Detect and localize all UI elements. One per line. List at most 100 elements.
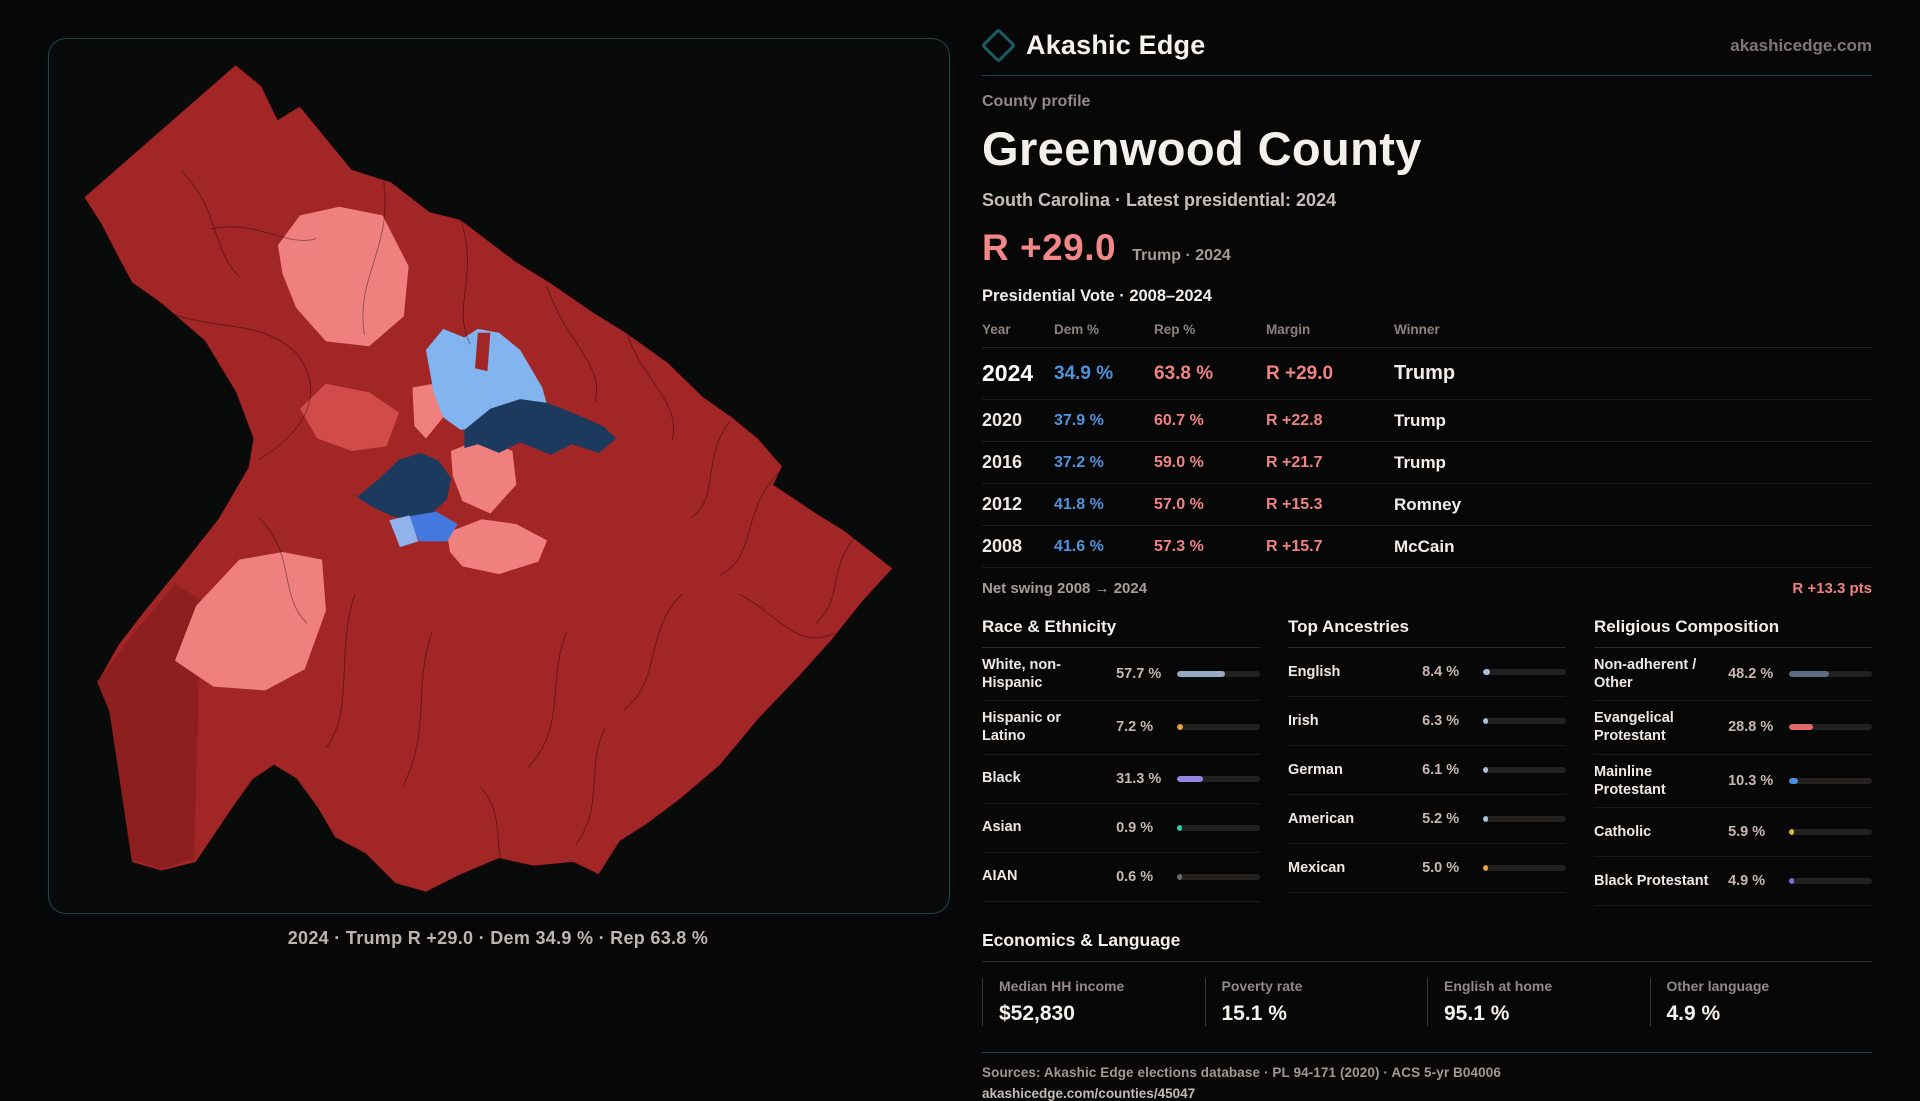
diamond-icon bbox=[980, 27, 1017, 64]
page-title: Greenwood County bbox=[982, 122, 1422, 175]
footer: Sources: Akashic Edge elections database… bbox=[982, 1051, 1872, 1101]
cell-year: 2012 bbox=[982, 494, 1023, 514]
headline-margin-note: Trump · 2024 bbox=[1132, 247, 1231, 264]
section-title: Religious Composition bbox=[1594, 617, 1872, 648]
stat-value: 7.2 % bbox=[1116, 719, 1154, 736]
cell-year: 2016 bbox=[982, 452, 1023, 472]
stat-value: 6.1 % bbox=[1422, 762, 1460, 778]
vote-row-2020: 2020 37.9 % 60.7 % R +22.8 Trump bbox=[982, 400, 1872, 442]
stat-bar bbox=[1789, 724, 1872, 731]
stat-value: 5.2 % bbox=[1422, 811, 1460, 827]
cell-winner: Trump bbox=[1394, 362, 1456, 384]
precinct-deep-red bbox=[97, 583, 201, 870]
stat-row: AIAN 0.6 % bbox=[982, 853, 1260, 902]
stat-row: English 8.4 % bbox=[1288, 648, 1566, 697]
stat-row: Irish 6.3 % bbox=[1288, 697, 1566, 746]
stat-bar-fill bbox=[1483, 718, 1489, 724]
econ-stat-label: Median HH income bbox=[999, 977, 1125, 994]
stat-label: English bbox=[1288, 663, 1341, 680]
econ-stat: Median HH income $52,830 bbox=[982, 977, 1205, 1026]
stat-label: Evangelical Protestant bbox=[1594, 710, 1674, 745]
net-swing-value: R +13.3 pts bbox=[1792, 580, 1872, 597]
cell-dem: 41.6 % bbox=[1054, 537, 1104, 555]
stat-row: Evangelical Protestant 28.8 % bbox=[1594, 701, 1872, 755]
stat-bar bbox=[1177, 775, 1260, 782]
stat-bar-fill bbox=[1483, 816, 1489, 822]
cell-year: 2020 bbox=[982, 410, 1023, 430]
cell-rep: 57.0 % bbox=[1154, 495, 1204, 513]
brand-name: Akashic Edge bbox=[1026, 30, 1206, 60]
cell-margin: R +15.3 bbox=[1266, 495, 1323, 513]
site-link[interactable]: akashicedge.com bbox=[1730, 35, 1872, 55]
stat-value: 48.2 % bbox=[1728, 666, 1774, 683]
precinct-blue bbox=[408, 511, 458, 542]
stat-row: Mainline Protestant 10.3 % bbox=[1594, 755, 1872, 808]
econ-stat-label: Other language bbox=[1666, 977, 1770, 994]
precinct-light-red bbox=[447, 519, 548, 575]
stat-bar bbox=[1483, 718, 1566, 724]
stat-bar-fill bbox=[1789, 671, 1830, 678]
cell-margin: R +22.8 bbox=[1266, 411, 1323, 429]
precinct-light-red bbox=[277, 206, 409, 347]
stat-label: Black bbox=[982, 770, 1021, 787]
stat-row: Hispanic or Latino 7.2 % bbox=[982, 701, 1260, 755]
cell-rep: 59.0 % bbox=[1154, 453, 1204, 471]
cell-dem: 37.9 % bbox=[1054, 411, 1104, 429]
map-caption: 2024 · Trump R +29.0 · Dem 34.9 % · Rep … bbox=[287, 928, 709, 948]
precinct-light-red bbox=[450, 438, 517, 514]
stat-bar bbox=[1483, 816, 1566, 822]
stat-bar-fill bbox=[1177, 873, 1183, 880]
stat-bar bbox=[1789, 671, 1872, 678]
stat-value: 28.8 % bbox=[1728, 719, 1774, 736]
stat-row: American 5.2 % bbox=[1288, 795, 1566, 844]
cell-rep: 60.7 % bbox=[1154, 411, 1204, 429]
stat-value: 4.9 % bbox=[1728, 872, 1766, 889]
stat-row: Non-adherent / Other 48.2 % bbox=[1594, 648, 1872, 702]
precinct-boundaries bbox=[152, 170, 856, 874]
vote-row-2008: 2008 41.6 % 57.3 % R +15.7 McCain bbox=[982, 526, 1872, 568]
stat-bar-fill bbox=[1483, 669, 1491, 675]
econ-stat-value: 4.9 % bbox=[1666, 1001, 1721, 1025]
stat-bar-fill bbox=[1177, 671, 1225, 678]
cell-rep: 57.3 % bbox=[1154, 537, 1204, 555]
stat-row: Mexican 5.0 % bbox=[1288, 844, 1566, 893]
precinct-notch bbox=[474, 332, 491, 372]
stat-value: 8.4 % bbox=[1422, 664, 1460, 680]
stat-label: Asian bbox=[982, 819, 1022, 836]
net-swing-label: Net swing 2008 → 2024 bbox=[982, 580, 1148, 597]
econ-stat: Poverty rate 15.1 % bbox=[1204, 977, 1428, 1026]
econ-stat: English at home 95.1 % bbox=[1427, 977, 1650, 1026]
stat-bar bbox=[1177, 824, 1260, 831]
app-header: Akashic Edge akashicedge.com bbox=[980, 27, 1872, 76]
vote-table-header: Year Dem % Rep % Margin Winner bbox=[982, 316, 1872, 348]
section-religious-composition: Religious Composition Non-adherent / Othe… bbox=[1594, 617, 1872, 906]
stat-bar-fill bbox=[1177, 824, 1183, 831]
econ-stat-value: $52,830 bbox=[999, 1001, 1075, 1025]
stat-row: White, non-Hispanic 57.7 % bbox=[982, 648, 1260, 702]
stat-label: White, non-Hispanic bbox=[982, 657, 1061, 692]
stat-label: Black Protestant bbox=[1594, 872, 1709, 889]
col-margin: Margin bbox=[1266, 322, 1311, 337]
kicker: County profile bbox=[982, 93, 1091, 110]
vote-table-title: Presidential Vote · 2008–2024 bbox=[982, 287, 1212, 305]
stat-bar bbox=[1483, 767, 1566, 773]
stat-bar bbox=[1483, 865, 1566, 871]
page-subtitle: South Carolina · Latest presidential: 20… bbox=[982, 190, 1337, 210]
stat-row: German 6.1 % bbox=[1288, 746, 1566, 795]
precinct-navy bbox=[464, 399, 617, 455]
stat-value: 31.3 % bbox=[1116, 770, 1162, 787]
stat-bar-fill bbox=[1789, 877, 1795, 884]
econ-stat-label: English at home bbox=[1444, 977, 1553, 994]
stat-label: Hispanic or Latino bbox=[982, 710, 1061, 745]
col-rep: Rep % bbox=[1154, 322, 1196, 337]
precinct-mid-red bbox=[299, 383, 399, 451]
economics-title: Economics & Language bbox=[982, 930, 1872, 962]
permalink[interactable]: akashicedge.com/counties/45047 bbox=[982, 1085, 1196, 1101]
col-dem: Dem % bbox=[1054, 322, 1100, 337]
stat-label: Irish bbox=[1288, 712, 1319, 729]
stat-bar bbox=[1177, 671, 1260, 678]
precinct-light-red bbox=[174, 551, 326, 691]
stat-bar-fill bbox=[1483, 865, 1489, 871]
vote-row-2012: 2012 41.8 % 57.0 % R +15.3 Romney bbox=[982, 484, 1872, 526]
brand: Akashic Edge bbox=[980, 27, 1206, 64]
